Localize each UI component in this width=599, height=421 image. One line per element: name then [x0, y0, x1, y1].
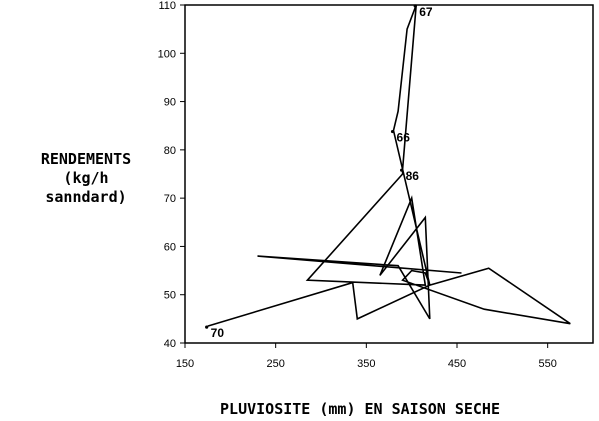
annotation-label: 66 [397, 131, 411, 145]
annotation-point [390, 129, 395, 134]
y-tick-label: 100 [158, 48, 176, 60]
annotation-label: 67 [419, 5, 433, 19]
plot-marks [207, 4, 571, 327]
y-axis-label-line: RENDEMENTS [40, 150, 132, 168]
axis-ticks: 40 50 60 70 80 90 100 110 150 250 350 450 550 [158, 0, 557, 370]
y-axis-label-line: (kg/h [63, 169, 109, 187]
y-tick-label: 40 [164, 338, 176, 350]
y-tick-label: 50 [164, 290, 176, 302]
annotation-label: 86 [406, 169, 420, 183]
y-tick-label: 80 [164, 145, 176, 157]
annotation-point [205, 325, 209, 329]
annotation-point [400, 168, 404, 172]
annotation-label: 70 [211, 326, 225, 340]
x-axis-label: PLUVIOSITE (mm) EN SAISON SECHE [220, 400, 500, 418]
x-tick-label: 150 [176, 358, 194, 370]
point-annotations: 67 66 86 70 [205, 4, 433, 340]
y-tick-label: 70 [164, 193, 176, 205]
x-tick-label: 250 [266, 358, 284, 370]
y-tick-label: 90 [164, 97, 176, 109]
y-tick-label: 60 [164, 241, 176, 253]
x-tick-label: 450 [448, 358, 466, 370]
y-tick-label: 110 [158, 0, 176, 12]
plot-frame [184, 4, 594, 344]
x-tick-label: 350 [357, 358, 375, 370]
x-tick-label: 550 [538, 358, 556, 370]
y-axis-label: RENDEMENTS (kg/h sanndard) [0, 150, 172, 207]
series-line [207, 4, 571, 327]
y-axis-label-line: sanndard) [45, 188, 127, 206]
annotation-point [413, 4, 417, 8]
